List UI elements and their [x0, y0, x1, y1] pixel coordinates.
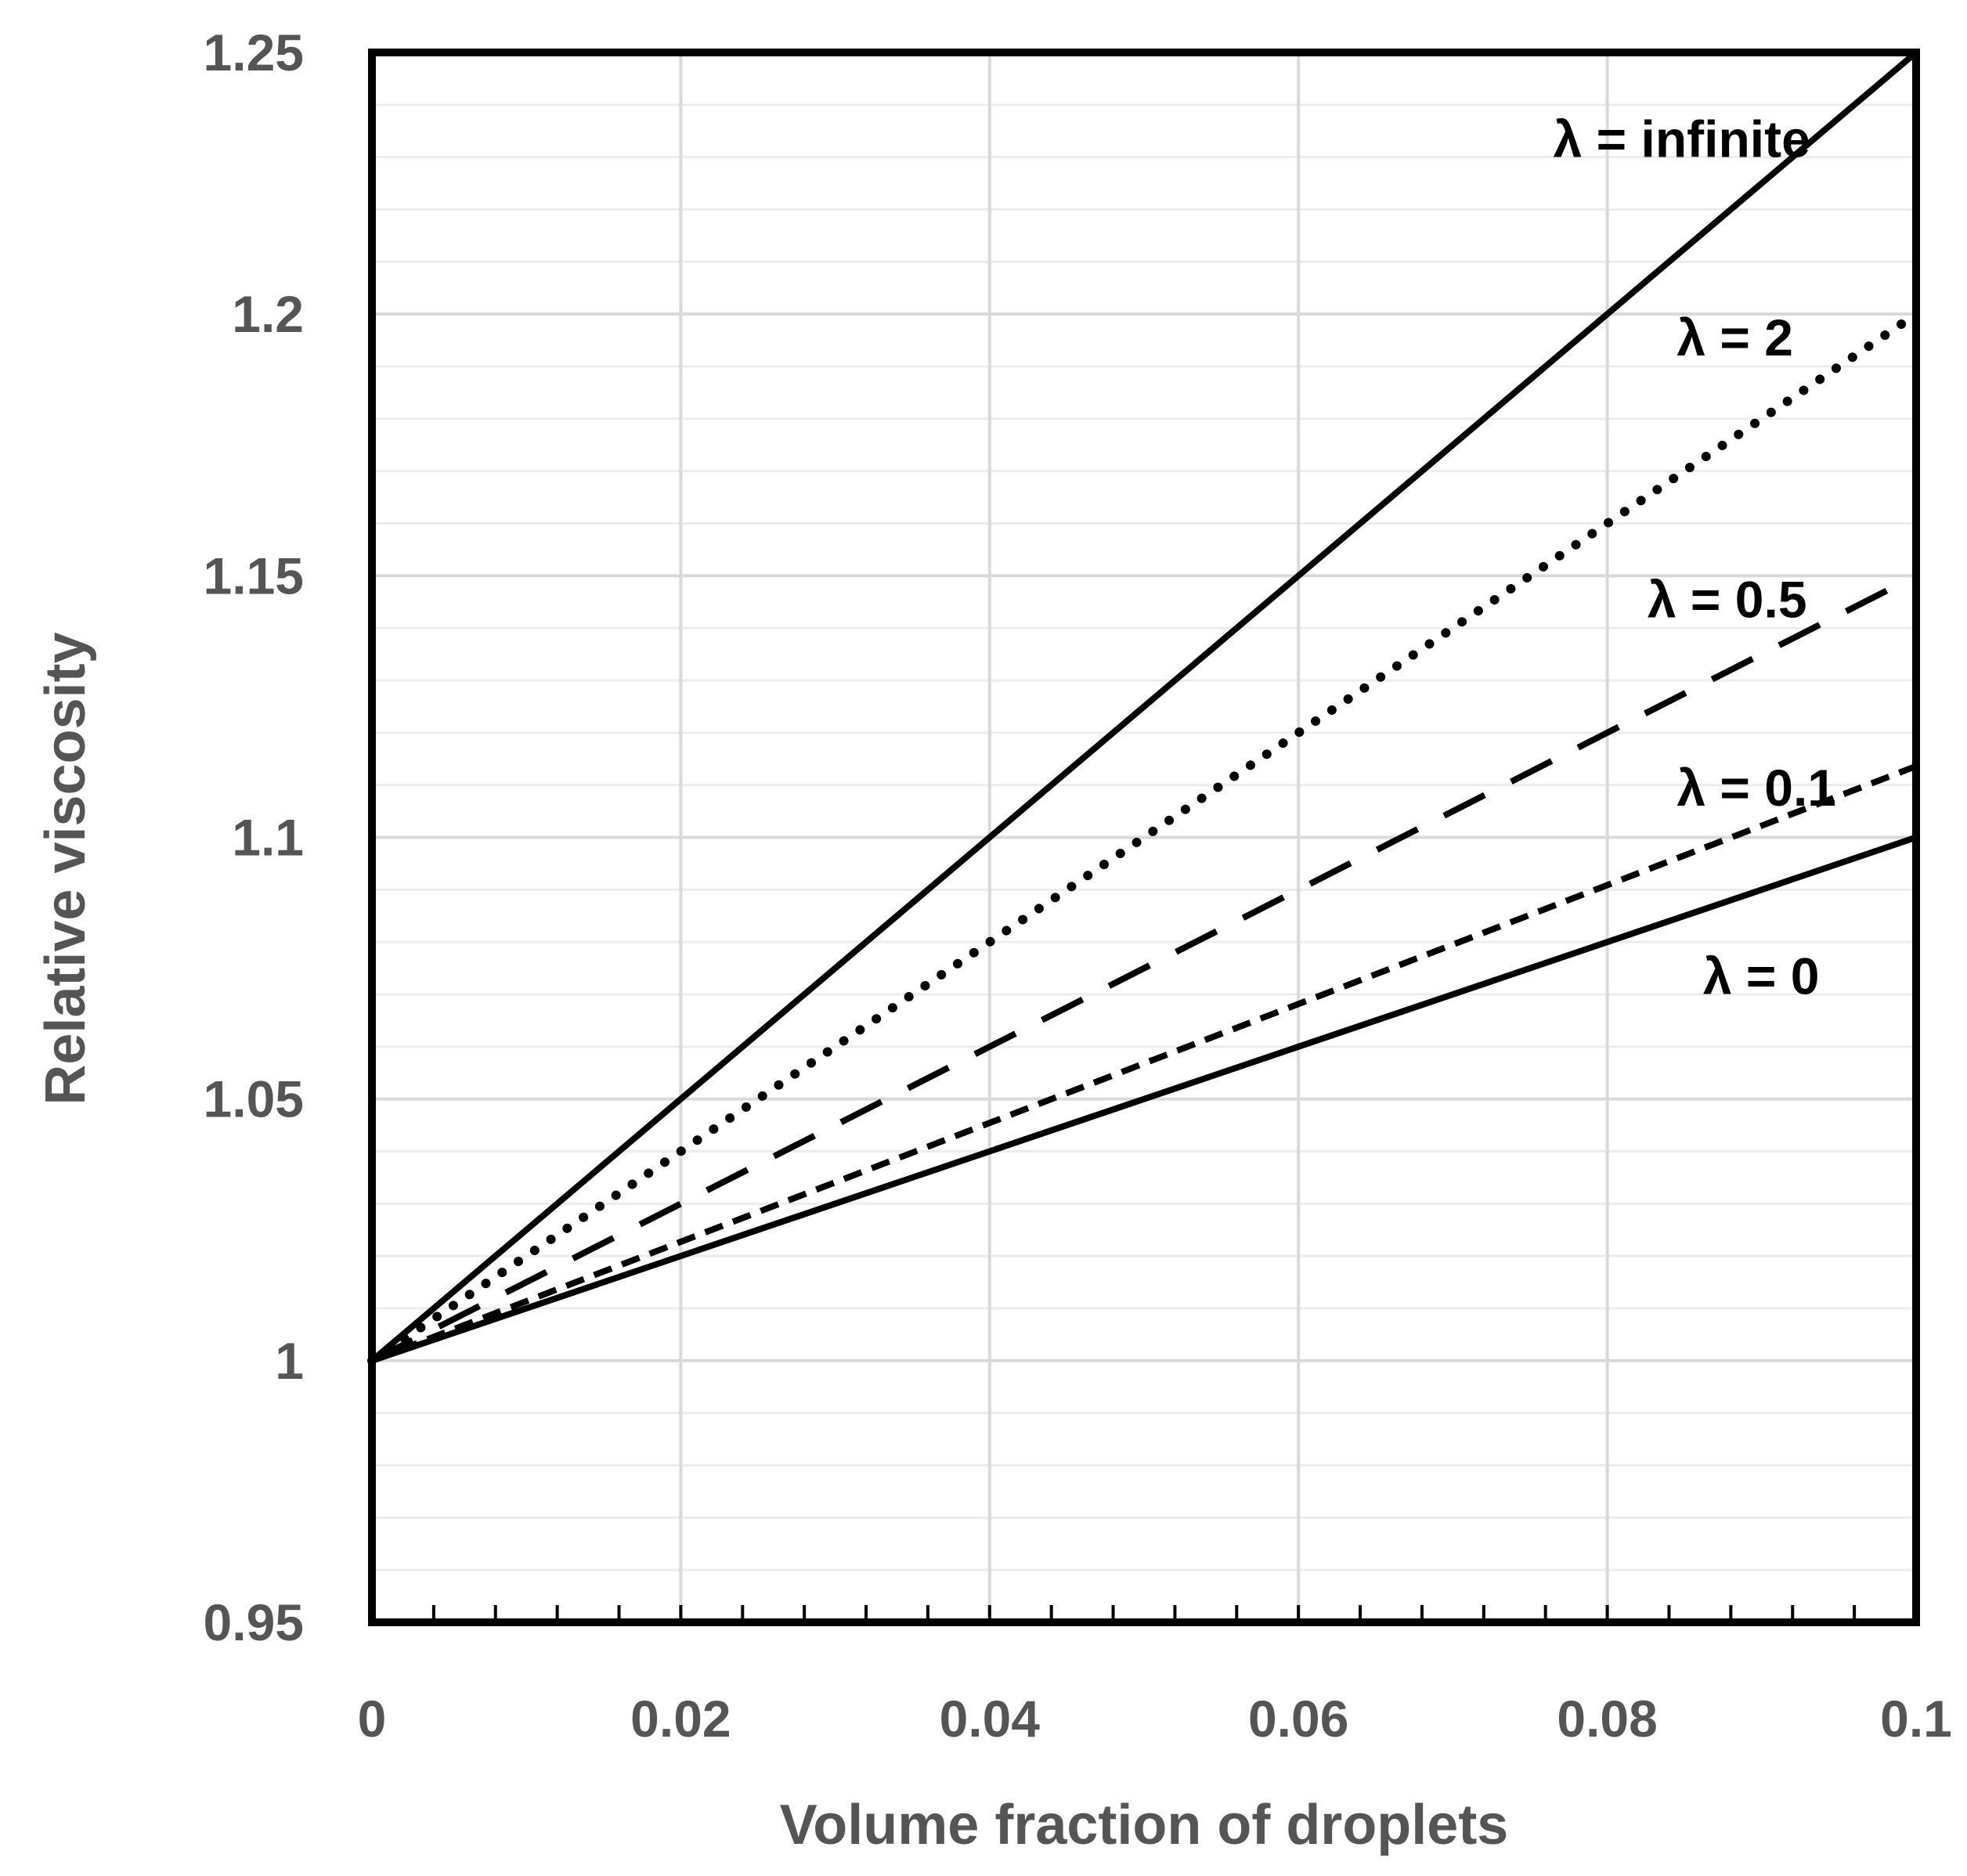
series-labels: λ = infinite λ = 2 λ = 0.5 λ = 0.1 λ = 0 [1554, 110, 1836, 1005]
series-line-4 [370, 834, 1918, 1364]
y-tick-label: 1.1 [232, 809, 304, 867]
y-axis-title: Relative viscosity [34, 632, 97, 1105]
y-tick-label: 1.2 [232, 285, 304, 343]
series-label-2: λ = 0.5 [1648, 570, 1807, 628]
x-tick-label: 0.06 [1248, 1690, 1348, 1748]
series-lines [367, 49, 1921, 1366]
series-line-3 [370, 763, 1918, 1364]
plot-frame [368, 49, 1920, 1626]
major-gridlines [370, 51, 1918, 1624]
x-tick-label: 0 [358, 1690, 387, 1748]
y-tick-label: 1.05 [204, 1070, 304, 1128]
y-tick-label: 1.25 [204, 23, 304, 81]
series-label-1: λ = 2 [1676, 308, 1793, 366]
y-tick-label: 1.15 [204, 547, 304, 604]
y-tick-label: 0.95 [204, 1593, 304, 1651]
series-label-4: λ = 0 [1703, 947, 1820, 1005]
x-tick-labels: 0 0.02 0.04 0.06 0.08 0.1 [358, 1690, 1952, 1748]
x-tick-label: 0.1 [1880, 1690, 1952, 1748]
x-tick-label: 0.08 [1557, 1690, 1657, 1748]
series-label-3: λ = 0.1 [1676, 759, 1836, 817]
series-line-1 [367, 309, 1921, 1366]
x-axis-title: Volume fraction of droplets [780, 1794, 1509, 1856]
series-label-0: λ = infinite [1554, 110, 1810, 168]
series-line-2 [370, 572, 1918, 1364]
y-tick-label: 1 [275, 1332, 304, 1390]
series-line-0 [370, 49, 1918, 1363]
x-minor-ticks [370, 1605, 1918, 1622]
x-tick-label: 0.02 [630, 1690, 731, 1748]
x-tick-label: 0.04 [940, 1690, 1041, 1748]
y-tick-labels: 0.95 1 1.05 1.1 1.15 1.2 1.25 [204, 23, 304, 1651]
